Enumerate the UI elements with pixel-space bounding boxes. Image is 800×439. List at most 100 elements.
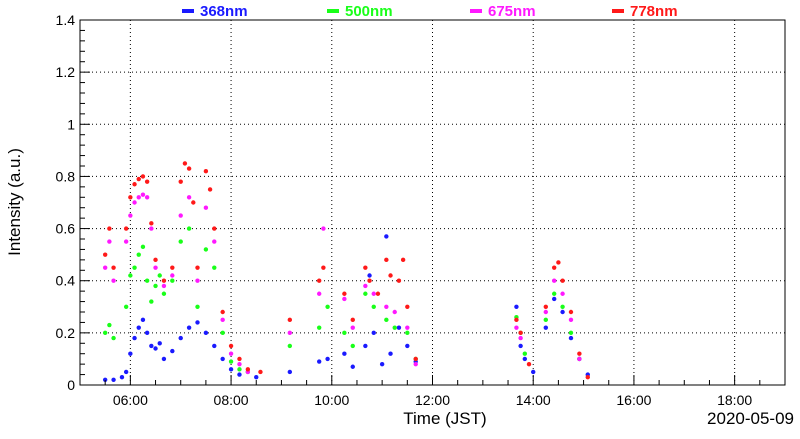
data-point <box>186 226 192 231</box>
data-point <box>203 169 209 174</box>
data-point <box>384 234 389 239</box>
data-point <box>568 330 574 336</box>
data-point <box>128 273 133 278</box>
data-point <box>568 309 574 315</box>
data-point <box>531 369 536 375</box>
data-point <box>140 244 146 250</box>
data-point <box>123 369 129 375</box>
data-point <box>316 325 322 330</box>
data-point <box>413 356 418 362</box>
data-point <box>363 343 368 349</box>
data-point <box>342 291 347 296</box>
data-point <box>140 317 146 323</box>
data-point <box>102 377 108 382</box>
data-point <box>526 361 532 367</box>
data-point <box>186 195 192 200</box>
y-tick-label: 0.4 <box>56 273 76 289</box>
data-point <box>136 195 141 200</box>
data-point <box>371 330 376 336</box>
data-point <box>128 195 133 200</box>
data-point <box>149 226 154 231</box>
data-point <box>237 367 242 372</box>
data-point <box>153 257 158 263</box>
data-point <box>157 273 162 278</box>
data-point <box>287 343 293 349</box>
data-point <box>413 361 418 367</box>
y-tick-label: 1 <box>67 116 75 132</box>
data-point <box>195 304 200 309</box>
y-tick-label: 0.2 <box>56 325 76 341</box>
legend-label: 368nm <box>200 3 248 20</box>
data-point <box>350 325 355 330</box>
data-point <box>149 343 154 349</box>
data-point <box>543 309 549 315</box>
x-tick-label: 14:00 <box>516 392 551 408</box>
data-point <box>132 200 137 205</box>
data-point <box>287 330 293 336</box>
data-point <box>178 213 183 218</box>
data-point <box>144 278 150 283</box>
data-point <box>140 192 146 197</box>
data-point <box>518 330 523 336</box>
data-point <box>170 273 175 278</box>
data-point <box>560 304 565 309</box>
data-point <box>367 278 372 283</box>
legend-label: 500nm <box>345 3 393 20</box>
data-point <box>178 335 183 341</box>
data-point <box>560 309 565 315</box>
data-point <box>212 239 217 244</box>
legend-swatch <box>182 9 194 13</box>
data-point <box>161 283 167 289</box>
data-point <box>405 330 410 336</box>
data-point <box>123 226 129 231</box>
legend: 368nm 500nm 675nm 778nm <box>182 3 678 20</box>
axis-ticks: 06:00 08:00 10:00 12:00 14:00 16:00 18:00 0 0.2 0… <box>56 12 761 408</box>
data-point <box>551 291 557 296</box>
data-point <box>342 330 347 336</box>
data-point <box>102 330 108 336</box>
grid-lines <box>80 20 785 385</box>
data-point <box>149 221 154 226</box>
data-point <box>518 335 523 341</box>
data-point <box>388 351 393 356</box>
data-point <box>212 226 217 231</box>
data-point <box>136 325 141 330</box>
data-point <box>577 356 582 362</box>
data-point <box>245 367 251 372</box>
legend-swatch <box>612 9 624 13</box>
data-point <box>342 296 347 302</box>
data-point <box>170 265 175 270</box>
data-point <box>132 182 137 187</box>
legend-label: 778nm <box>630 3 678 20</box>
data-point <box>132 335 137 341</box>
y-tick-label: 1.4 <box>56 12 76 28</box>
x-tick-label: 08:00 <box>214 392 249 408</box>
data-point <box>178 239 183 244</box>
data-point <box>568 335 574 341</box>
data-point <box>321 226 326 231</box>
data-point <box>220 330 225 336</box>
data-point <box>170 348 175 354</box>
data-point <box>111 265 116 270</box>
data-point <box>195 320 200 325</box>
data-point <box>342 351 347 356</box>
data-point <box>371 291 376 296</box>
data-point <box>132 265 137 270</box>
data-point <box>203 247 209 252</box>
data-point <box>316 278 322 283</box>
y-tick-label: 1.2 <box>56 64 76 80</box>
data-point <box>396 278 402 283</box>
data-point <box>107 239 112 244</box>
data-point <box>161 356 167 362</box>
x-tick-label: 10:00 <box>314 392 349 408</box>
data-point <box>195 278 200 283</box>
data-point <box>191 200 196 205</box>
data-point <box>136 252 141 257</box>
data-point <box>514 304 519 309</box>
data-point <box>157 341 162 346</box>
data-point <box>144 179 150 184</box>
data-point <box>144 330 150 336</box>
data-point <box>396 325 402 330</box>
x-tick-label: 16:00 <box>616 392 651 408</box>
